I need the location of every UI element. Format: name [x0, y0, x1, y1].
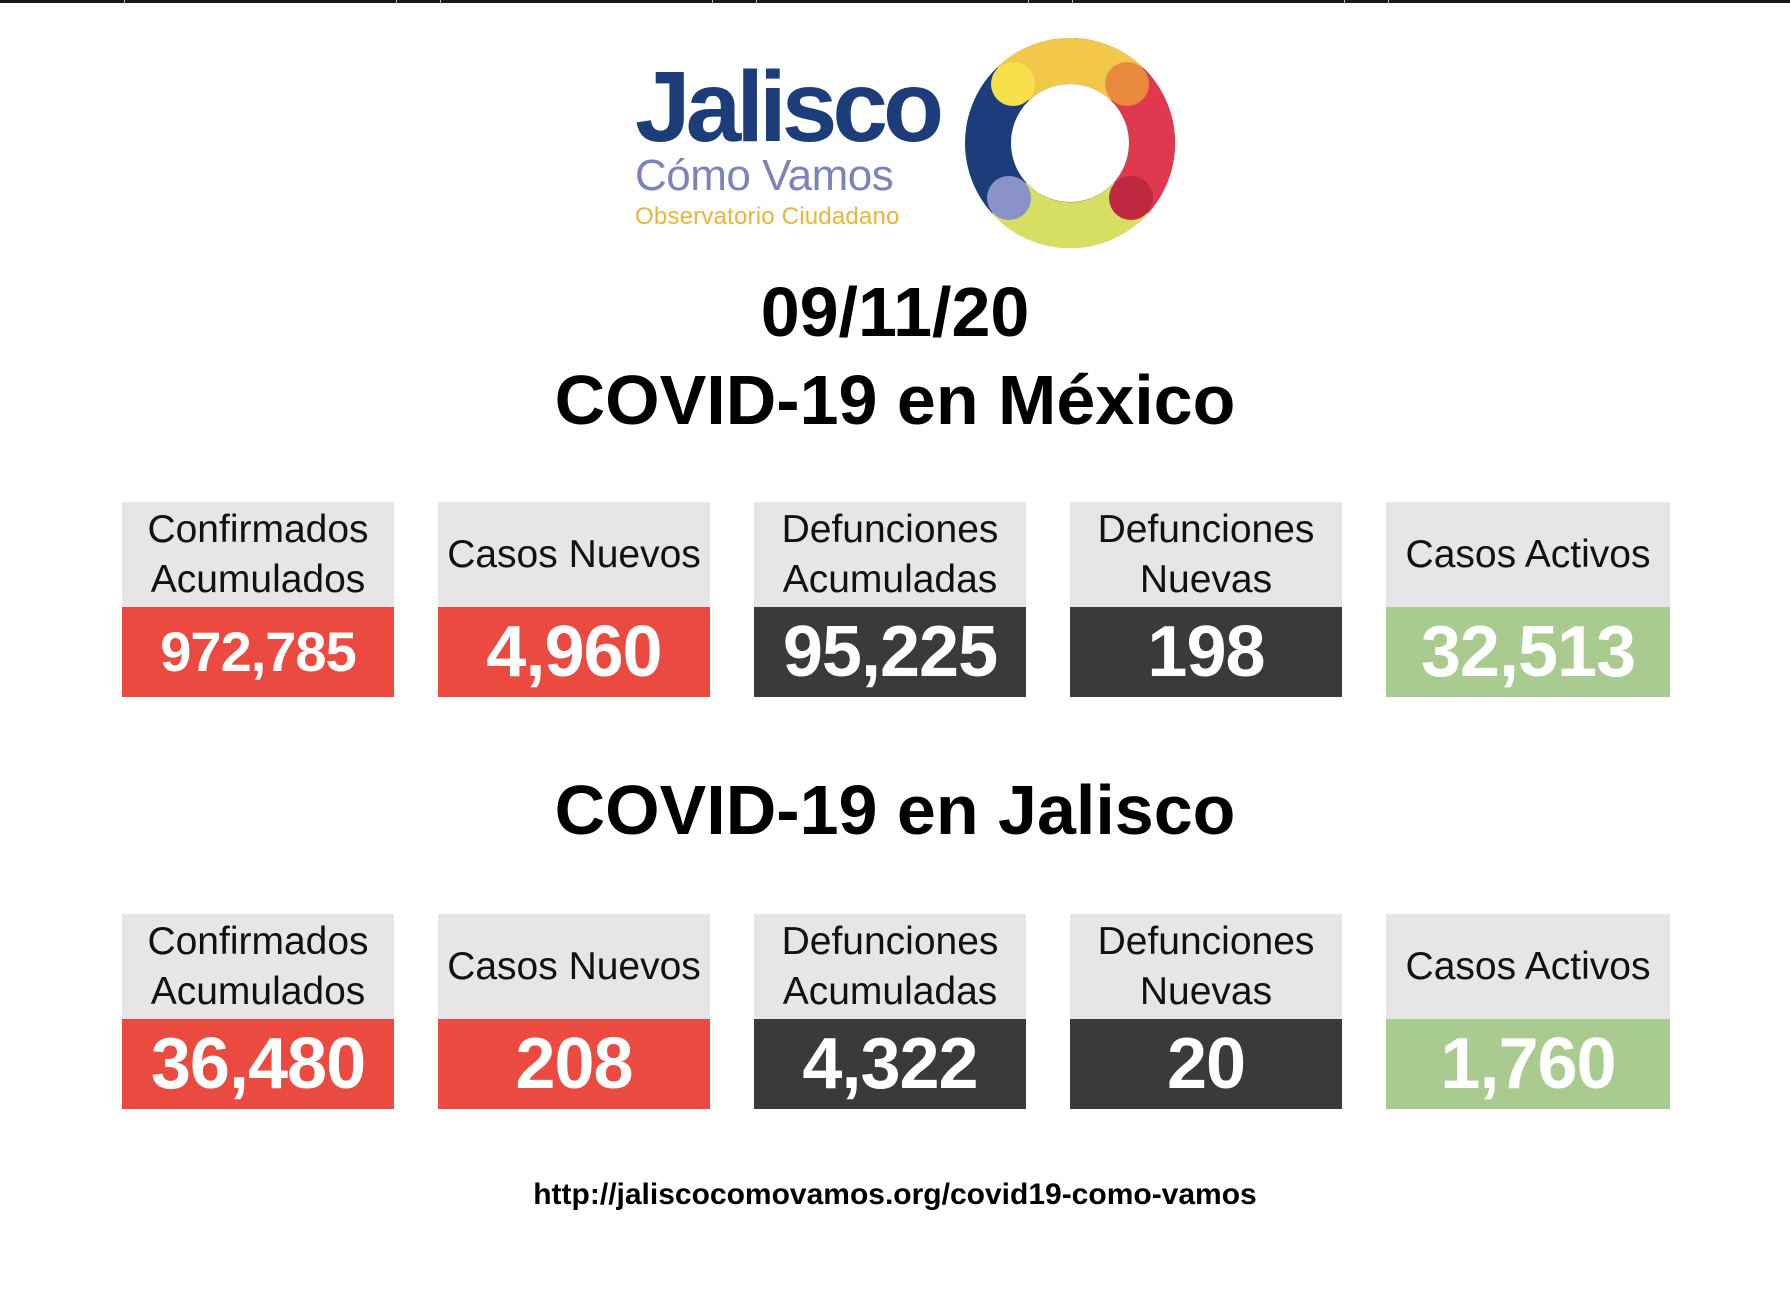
stat-value: 1,760: [1386, 1019, 1670, 1109]
top-tick: [124, 0, 125, 4]
ring-dot-lavender: [987, 176, 1031, 220]
jalisco-stats-row: Confirmados Acumulados 36,480 Casos Nuev…: [0, 914, 1790, 1109]
ring-dot-crimson: [1109, 176, 1153, 220]
stat-card-defunciones-nuevas: Defunciones Nuevas 198: [1070, 502, 1342, 697]
stat-card-defunciones-acumuladas: Defunciones Acumuladas 4,322: [754, 914, 1026, 1109]
stat-card-defunciones-acumuladas: Defunciones Acumuladas 95,225: [754, 502, 1026, 697]
stat-value: 95,225: [754, 607, 1026, 697]
stat-label: Defunciones Nuevas: [1070, 914, 1342, 1019]
stat-label: Confirmados Acumulados: [122, 914, 394, 1019]
stat-label: Casos Activos: [1386, 914, 1670, 1019]
stat-card-casos-nuevos: Casos Nuevos 4,960: [438, 502, 710, 697]
stat-value: 36,480: [122, 1019, 394, 1109]
stat-value: 20: [1070, 1019, 1342, 1109]
stat-value: 4,322: [754, 1019, 1026, 1109]
stat-value: 198: [1070, 607, 1342, 697]
ring-dot-yellow: [991, 62, 1035, 106]
top-tick: [712, 0, 713, 4]
stat-card-casos-activos: Casos Activos 1,760: [1386, 914, 1670, 1109]
logo-subtitle: Cómo Vamos: [635, 151, 894, 200]
jalisco-como-vamos-logo: Jalisco Cómo Vamos Observatorio Ciudadan…: [635, 38, 1195, 248]
stat-label: Defunciones Acumuladas: [754, 914, 1026, 1019]
stat-label: Defunciones Acumuladas: [754, 502, 1026, 607]
logo-name: Jalisco: [635, 51, 944, 163]
footer-url-link[interactable]: http://jaliscocomovamos.org/covid19-como…: [533, 1178, 1257, 1211]
top-tick: [1388, 0, 1389, 4]
stat-value: 208: [438, 1019, 710, 1109]
stat-card-defunciones-nuevas: Defunciones Nuevas 20: [1070, 914, 1342, 1109]
stat-value: 4,960: [438, 607, 710, 697]
stat-label: Casos Activos: [1386, 502, 1670, 607]
mexico-section-title: COVID-19 en México: [554, 361, 1236, 439]
stat-card-confirmados-acumulados: Confirmados Acumulados 972,785: [122, 502, 394, 697]
top-tick: [756, 0, 757, 4]
top-border: [0, 0, 1790, 3]
stat-card-casos-nuevos: Casos Nuevos 208: [438, 914, 710, 1109]
top-tick: [396, 0, 397, 4]
stat-label: Defunciones Nuevas: [1070, 502, 1342, 607]
ring-dot-orange: [1105, 62, 1149, 106]
jalisco-section-title: COVID-19 en Jalisco: [554, 771, 1236, 849]
top-tick: [1344, 0, 1345, 4]
top-tick: [1028, 0, 1029, 4]
stat-label: Casos Nuevos: [438, 914, 710, 1019]
stat-card-casos-activos: Casos Activos 32,513: [1386, 502, 1670, 697]
stat-label: Casos Nuevos: [438, 502, 710, 607]
logo-tagline: Observatorio Ciudadano: [635, 203, 900, 230]
top-tick: [440, 0, 441, 4]
ring-logo-icon: [965, 38, 1175, 248]
stat-card-confirmados-acumulados: Confirmados Acumulados 36,480: [122, 914, 394, 1109]
report-date: 09/11/20: [760, 273, 1030, 351]
stat-value: 32,513: [1386, 607, 1670, 697]
stat-value: 972,785: [122, 607, 394, 697]
mexico-stats-row: Confirmados Acumulados 972,785 Casos Nue…: [0, 502, 1790, 697]
logo-wordmark: Jalisco Cómo Vamos Observatorio Ciudadan…: [635, 51, 944, 232]
stat-label: Confirmados Acumulados: [122, 502, 394, 607]
top-tick: [1072, 0, 1073, 4]
